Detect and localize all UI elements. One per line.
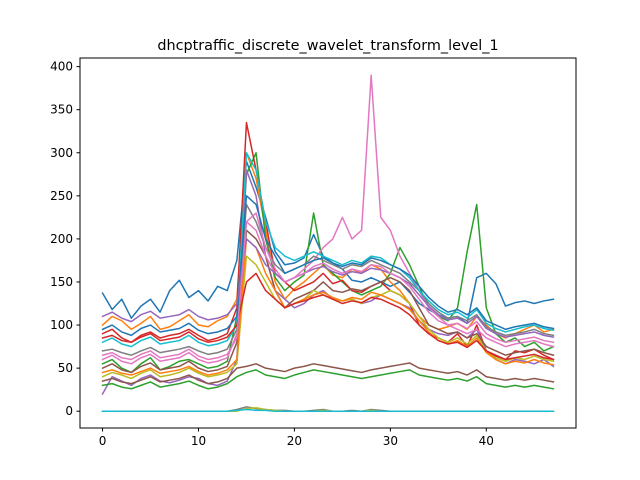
series-line-10: [101, 152, 555, 348]
y-tick-label: 400: [50, 60, 73, 74]
series-layer: [101, 74, 555, 412]
series-line-20: [101, 408, 555, 412]
series-line-1: [101, 160, 555, 325]
y-tick-label: 150: [50, 275, 73, 289]
plot-frame: [79, 57, 577, 429]
series-line-5: [101, 169, 555, 395]
chart-title: dhcptraffic_discrete_wavelet_transform_l…: [157, 38, 498, 54]
y-tick-label: 200: [50, 232, 73, 246]
y-tick-label: 50: [58, 361, 73, 375]
y-tick-label: 350: [50, 103, 73, 117]
series-line-15: [101, 238, 555, 338]
y-tick-label: 100: [50, 318, 73, 332]
series-line-4: [101, 121, 555, 361]
series-line-16: [101, 362, 555, 385]
series-line-6: [101, 229, 555, 374]
series-line-8: [101, 203, 555, 356]
x-tick-label: 10: [191, 434, 206, 448]
y-tick-label: 250: [50, 189, 73, 203]
y-tick-label: 0: [65, 404, 73, 418]
x-tick-label: 30: [383, 434, 398, 448]
series-line-2: [101, 152, 555, 339]
series-line-7: [101, 74, 555, 365]
x-tick-label: 0: [99, 434, 107, 448]
series-line-11: [101, 195, 555, 337]
series-line-13: [101, 369, 555, 390]
series-line-14: [101, 272, 555, 361]
series-line-17: [101, 212, 555, 361]
x-tick-label: 20: [287, 434, 302, 448]
series-line-12: [101, 238, 555, 376]
y-tick-label: 300: [50, 146, 73, 160]
x-tick-label: 40: [479, 434, 494, 448]
